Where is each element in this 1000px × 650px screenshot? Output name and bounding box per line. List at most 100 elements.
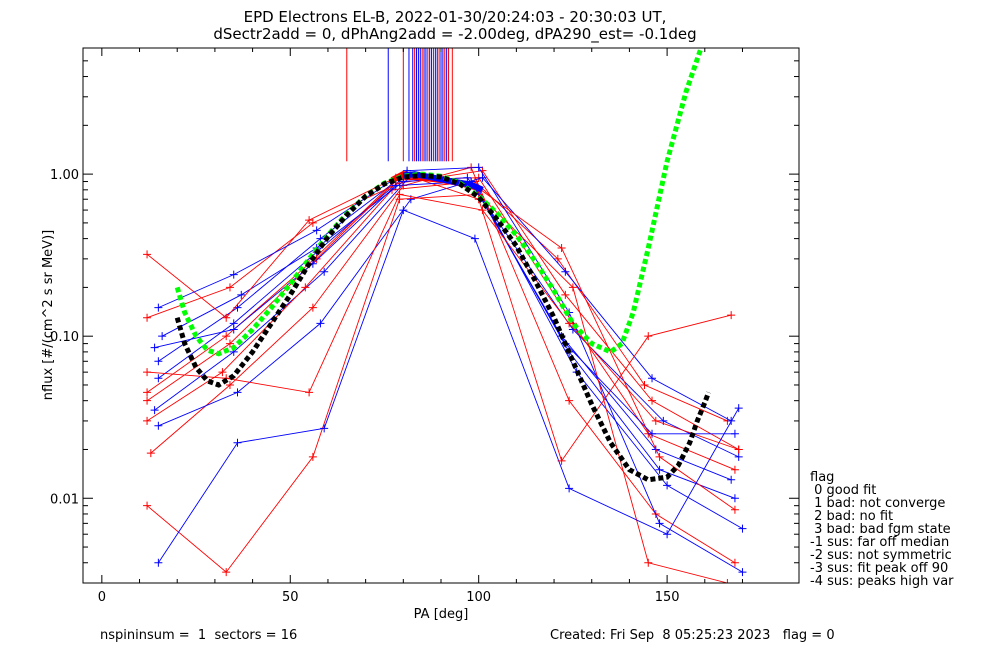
data-point	[655, 519, 664, 528]
data-point	[222, 568, 231, 577]
data-point	[557, 456, 566, 465]
data-point	[154, 303, 163, 312]
data-point	[320, 267, 329, 276]
legend-item: -4 sus: peaks high var	[810, 574, 954, 589]
series-line	[154, 181, 735, 435]
data-point	[561, 267, 570, 276]
data-point	[316, 319, 325, 328]
data-point	[648, 429, 657, 438]
series-line	[158, 177, 732, 481]
series-line	[158, 166, 743, 573]
data-point	[218, 368, 227, 377]
legend-item: -2 sus: not symmetric	[810, 548, 952, 563]
data-point	[640, 380, 649, 389]
data-point	[470, 234, 479, 243]
x-tick-label: 0	[98, 590, 106, 605]
data-point	[727, 475, 736, 484]
data-point	[222, 313, 231, 322]
data-point	[222, 332, 231, 341]
data-point	[565, 484, 574, 493]
data-point	[308, 452, 317, 461]
chart-title: EPD Electrons EL-B, 2022-01-30/20:24:03 …	[244, 8, 667, 26]
series-line	[150, 166, 736, 564]
data-point	[308, 303, 317, 312]
data-point	[651, 416, 660, 425]
data-point	[730, 494, 739, 503]
data-point	[399, 206, 408, 215]
data-point	[305, 388, 314, 397]
data-point	[730, 558, 739, 567]
data-point	[143, 416, 152, 425]
data-point	[229, 270, 238, 279]
data-point	[648, 396, 657, 405]
data-point	[154, 374, 163, 383]
legend-item: 1 bad: not converge	[810, 496, 945, 511]
data-point	[655, 452, 664, 461]
data-point	[312, 226, 321, 235]
vertical-marks	[346, 48, 453, 162]
data-point	[738, 524, 747, 533]
data-point	[391, 181, 400, 190]
legend-item: 3 bad: bad fgm state	[810, 522, 951, 537]
data-point	[730, 429, 739, 438]
y-tick-label: 0.01	[50, 492, 79, 507]
data-point	[730, 465, 739, 474]
x-tick-label: 50	[282, 590, 299, 605]
data-point	[233, 388, 242, 397]
series-line	[158, 209, 740, 564]
flag-legend: flag 0 good fit 1 bad: not converge 2 ba…	[810, 470, 954, 589]
data-point	[146, 449, 155, 458]
fit-curve	[174, 172, 711, 483]
data-point	[734, 445, 743, 454]
data-point	[478, 206, 487, 215]
data-point	[143, 368, 152, 377]
data-point	[305, 216, 314, 225]
data-point	[154, 357, 163, 366]
x-tick-label: 100	[466, 590, 491, 605]
data-point	[648, 374, 657, 383]
data-point	[237, 290, 246, 299]
legend-item: -3 sus: fit peak off 90	[810, 561, 948, 576]
data-point	[143, 388, 152, 397]
data-point	[655, 465, 664, 474]
data-point	[143, 313, 152, 322]
legend-item: 2 bad: no fit	[810, 509, 893, 524]
series-line	[146, 181, 728, 422]
data-point	[644, 332, 653, 341]
data-point	[565, 396, 574, 405]
data-point	[568, 283, 577, 292]
data-point	[734, 404, 743, 413]
fit-curves	[174, 48, 711, 483]
data-point	[320, 424, 329, 433]
series-line	[147, 193, 739, 450]
y-tick-label: 1.00	[50, 168, 79, 183]
y-axis-label: nflux [#/(cm^2 s sr MeV)]	[41, 230, 56, 400]
data-point	[225, 380, 234, 389]
data-point	[644, 558, 653, 567]
data-point	[150, 343, 159, 352]
data-point	[553, 254, 562, 263]
data-point	[561, 290, 570, 299]
x-tick-label: 150	[655, 590, 680, 605]
data-point	[727, 311, 736, 320]
data-point	[143, 501, 152, 510]
data-point	[143, 396, 152, 405]
data-point	[395, 190, 404, 199]
data-point	[158, 332, 167, 341]
data-point	[143, 250, 152, 259]
series-line	[146, 173, 732, 462]
data-point	[225, 339, 234, 348]
legend-item: -1 sus: far off median	[810, 535, 949, 550]
data-point	[738, 568, 747, 577]
y-tick-label: 0.10	[50, 330, 79, 345]
x-axis: 0 50 100 150	[98, 48, 743, 605]
legend-title: flag	[810, 470, 834, 485]
data-point	[154, 421, 163, 430]
data-point	[730, 505, 739, 514]
legend-item: 0 good fit	[810, 483, 876, 498]
y-axis: 0.01 0.10 1.00	[50, 47, 799, 584]
data-point	[663, 481, 672, 490]
data-point	[229, 325, 238, 334]
data-point	[233, 438, 242, 447]
